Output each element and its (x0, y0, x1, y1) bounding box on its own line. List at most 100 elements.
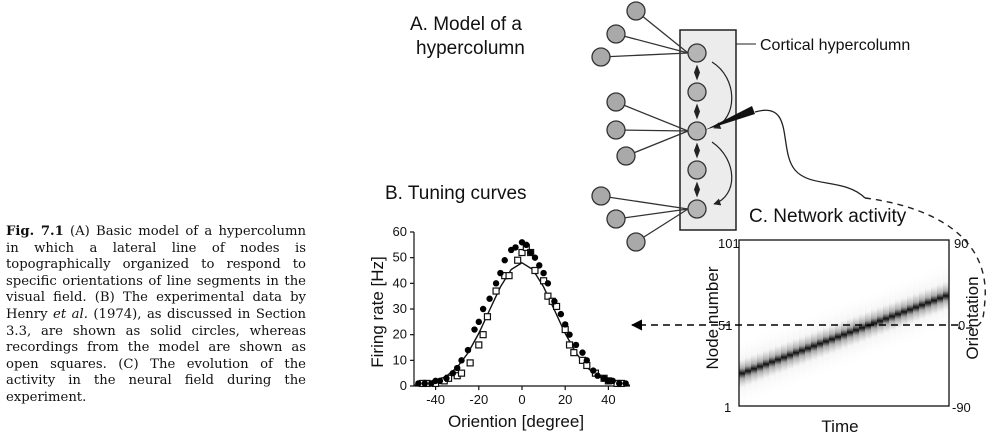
data-point (622, 380, 629, 387)
model-square-point (457, 369, 466, 377)
panel-c-xlabel: Time (821, 417, 858, 436)
heatmap-column (913, 272, 920, 343)
column-node (687, 43, 707, 63)
heatmap-column (859, 292, 866, 363)
data-point (458, 357, 465, 364)
data-point (540, 269, 547, 277)
panel-b-axes (410, 231, 630, 390)
data-point (616, 380, 623, 387)
panel-a-title-line2: hypercolumn (416, 38, 525, 59)
heatmap-column (901, 276, 908, 347)
caption-text-1: (A) Basic model of a hypercolumn in whic… (6, 224, 307, 322)
data-point (464, 346, 472, 354)
data-point (497, 269, 504, 277)
data-point (415, 380, 422, 387)
y-tick-label: 20 (393, 327, 407, 342)
input-connection (615, 101, 689, 132)
data-point (527, 249, 534, 256)
data-point (523, 241, 530, 249)
data-point (590, 367, 597, 374)
heatmap-column (811, 311, 818, 381)
data-point (579, 349, 586, 356)
lateral-diamond (694, 142, 700, 159)
data-point (436, 377, 444, 385)
activity-heatmap (739, 260, 949, 406)
model-square-point (492, 287, 500, 295)
panel-c: C. Network activity 101 51 1 90 0 -90 No… (630, 206, 982, 436)
heatmap-column (943, 260, 949, 331)
model-fit-line (413, 261, 631, 386)
model-square-point (514, 256, 522, 264)
heatmap-column (823, 306, 830, 377)
input-connection (600, 52, 689, 58)
heatmap-column (793, 317, 800, 388)
heatmap-column (853, 295, 860, 366)
heatmap-frame (738, 239, 950, 407)
heatmap-column (841, 299, 848, 370)
heatmap-column (739, 338, 746, 406)
data-point (536, 262, 543, 269)
input-node (626, 232, 646, 252)
input-node (606, 120, 626, 140)
heatmap-column (925, 267, 932, 338)
heatmap-column (871, 288, 878, 359)
heatmap-column (919, 270, 926, 340)
input-node (616, 146, 636, 166)
input-connection (615, 208, 689, 220)
lateral-diamond (694, 64, 700, 81)
heatmap-column (907, 274, 914, 345)
input-connection (615, 129, 689, 132)
input-connection (635, 208, 689, 243)
data-point (501, 257, 508, 264)
input-node (591, 47, 611, 67)
data-point (443, 375, 450, 382)
right-tick-top: 90 (954, 236, 968, 251)
data-point (557, 310, 565, 318)
x-tick-label: -20 (469, 392, 488, 407)
heatmap-column (787, 320, 794, 391)
input-node (591, 186, 611, 206)
panel-b-title: B. Tuning curves (385, 183, 527, 204)
data-point (551, 298, 558, 305)
model-square-point (466, 359, 474, 367)
panel-b-tick-labels: 0 10 20 30 40 50 60 -40 -20 0 20 40 (393, 224, 616, 407)
cortical-hypercolumn-label: Cortical hypercolumn (760, 37, 910, 54)
input-connection (600, 195, 689, 210)
data-point (454, 364, 461, 372)
model-square-point (483, 313, 492, 321)
data-point (512, 244, 519, 251)
heatmap-column (769, 326, 776, 397)
caption-text-2: (1974), as discussed in Section 3.3, are… (6, 306, 307, 405)
heatmap-column (745, 336, 752, 406)
panel-c-title: C. Network activity (749, 206, 907, 227)
panel-c-ylabel-left: Node number (703, 266, 722, 369)
model-square-point (531, 266, 539, 275)
model-square-point (479, 331, 487, 339)
lateral-diamond (694, 181, 700, 198)
panel-a: A. Model of a hypercolumn Cortical hyper… (410, 1, 986, 329)
panel-a-title-line1: A. Model of a (410, 14, 522, 35)
panel-b-plot (413, 239, 631, 388)
heatmap-column (931, 265, 938, 336)
right-tick-mid: 0 (958, 318, 965, 333)
input-connection (635, 10, 689, 54)
right-tick-bottom: -90 (952, 400, 971, 415)
model-square-point (565, 341, 574, 349)
x-tick-label: 20 (558, 392, 572, 407)
heatmap-column (799, 315, 806, 386)
data-point (449, 369, 457, 377)
input-node (606, 92, 626, 112)
data-point (471, 326, 478, 333)
y-tick-label: 60 (393, 224, 407, 239)
electrode-wire (754, 109, 866, 199)
data-point (562, 321, 569, 328)
data-point (594, 372, 601, 379)
input-node (606, 24, 626, 44)
column-node (687, 160, 707, 180)
lateral-connections (694, 64, 700, 198)
heatmap-column (751, 333, 758, 404)
heatmap-column (889, 281, 896, 352)
data-point (583, 357, 590, 364)
input-connection (625, 130, 689, 157)
data-point (492, 280, 500, 287)
